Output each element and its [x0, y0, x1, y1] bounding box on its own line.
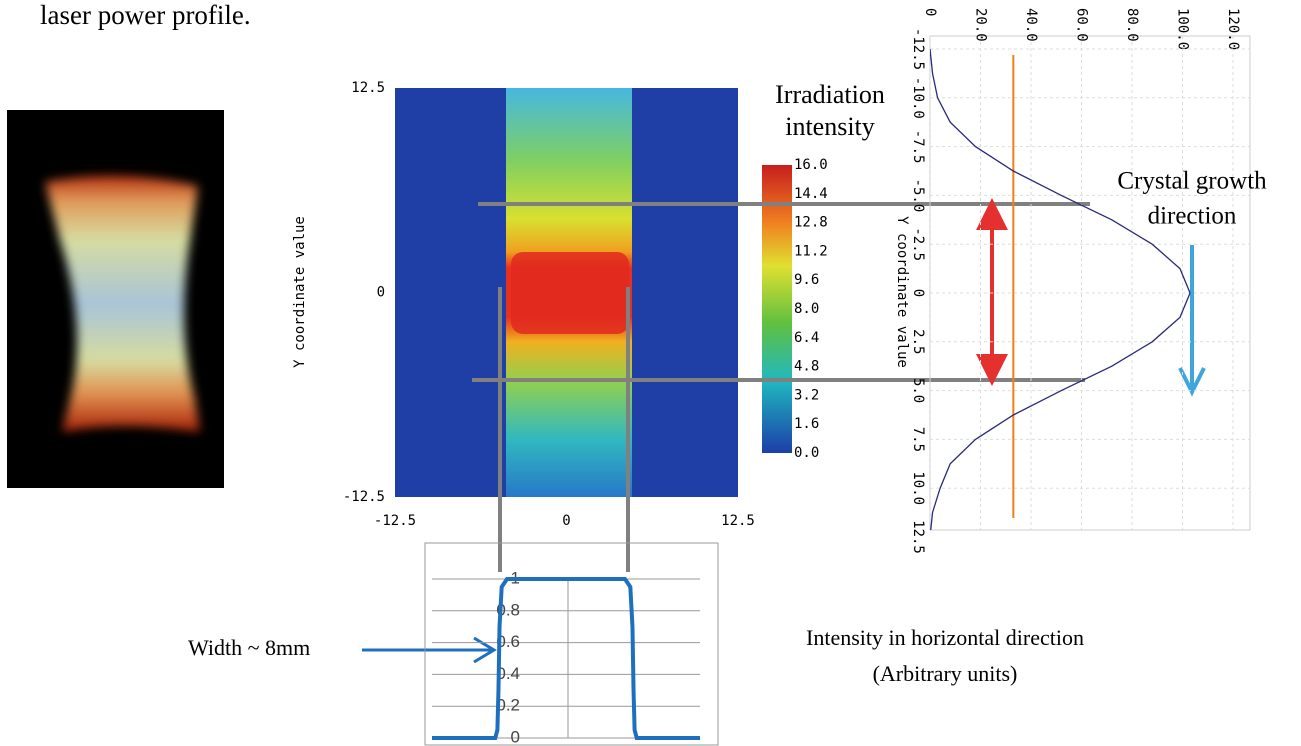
annotation: direction	[1148, 203, 1237, 230]
y-tick-label: 0	[511, 727, 520, 746]
colorbar-tick-label: 12.8	[794, 215, 828, 231]
colorbar-tick-label: 11.2	[794, 243, 828, 259]
x-tick-label: -12.5	[910, 28, 926, 70]
annotation: Crystal growth	[1117, 168, 1267, 195]
annotation: Width ~ 8mm	[188, 635, 310, 660]
line-series	[930, 48, 1191, 530]
y-tick-label: 0	[922, 8, 938, 16]
y-axis-label: Y coordinate value	[292, 216, 308, 368]
colorbar-label: intensity	[785, 112, 875, 141]
colorbar	[762, 165, 792, 453]
photo-glow	[45, 175, 200, 432]
x-tick-label: 5.0	[910, 378, 926, 403]
colorbar-tick-label: 14.4	[794, 186, 828, 202]
x-tick-label: 10.0	[910, 471, 926, 505]
colorbar-tick-label: 0.0	[794, 445, 819, 461]
colorbar-tick-label: 16.0	[794, 157, 828, 173]
growth-arrow	[1178, 245, 1206, 397]
width-arrow	[362, 636, 497, 664]
y-tick-label: 40.0	[1023, 8, 1039, 42]
y-tick-label: 12.5	[351, 80, 385, 96]
caption: (Arbitrary units)	[873, 661, 1018, 686]
x-tick-label: -10.0	[910, 77, 926, 119]
heatmap-core	[511, 252, 629, 334]
colorbar-tick-label: 9.6	[794, 272, 819, 288]
y-tick-label: 0.4	[496, 664, 520, 683]
chart-frame	[929, 35, 1251, 531]
x-tick-label: -2.5	[910, 227, 926, 261]
x-tick-label: 12.5	[910, 520, 926, 554]
caption: Intensity in horizontal direction	[806, 625, 1084, 650]
colorbar-tick-label: 3.2	[794, 387, 819, 403]
colorbar-tick-label: 1.6	[794, 416, 819, 432]
x-tick-label: 0	[910, 289, 926, 297]
colorbar-tick-label: 6.4	[794, 330, 819, 346]
y-axis-label: Y coordinate value	[894, 216, 910, 368]
y-tick-label: -12.5	[343, 489, 385, 505]
y-tick-label: 100.0	[1175, 8, 1191, 50]
caption: laser power profile.	[40, 0, 251, 30]
y-tick-label: 20.0	[973, 8, 989, 42]
x-tick-label: -12.5	[374, 513, 416, 529]
y-tick-label: 120.0	[1225, 8, 1241, 50]
y-tick-label: 60.0	[1074, 8, 1090, 42]
colorbar-label: Irradiation	[775, 80, 885, 109]
y-tick-label: 0	[377, 285, 385, 301]
x-tick-label: 12.5	[721, 513, 755, 529]
x-tick-label: 7.5	[910, 427, 926, 452]
x-tick-label: -7.5	[910, 130, 926, 164]
y-tick-label: 0.2	[496, 696, 520, 715]
y-tick-label: 80.0	[1124, 8, 1140, 42]
colorbar-tick-label: 8.0	[794, 301, 819, 317]
y-tick-label: 0.6	[496, 632, 520, 651]
x-tick-label: 2.5	[910, 329, 926, 354]
line-series	[432, 577, 700, 740]
chart-frame	[424, 542, 719, 746]
colorbar-tick-label: 4.8	[794, 359, 819, 375]
x-tick-label: 0	[562, 513, 570, 529]
x-tick-label: -5.0	[910, 179, 926, 213]
